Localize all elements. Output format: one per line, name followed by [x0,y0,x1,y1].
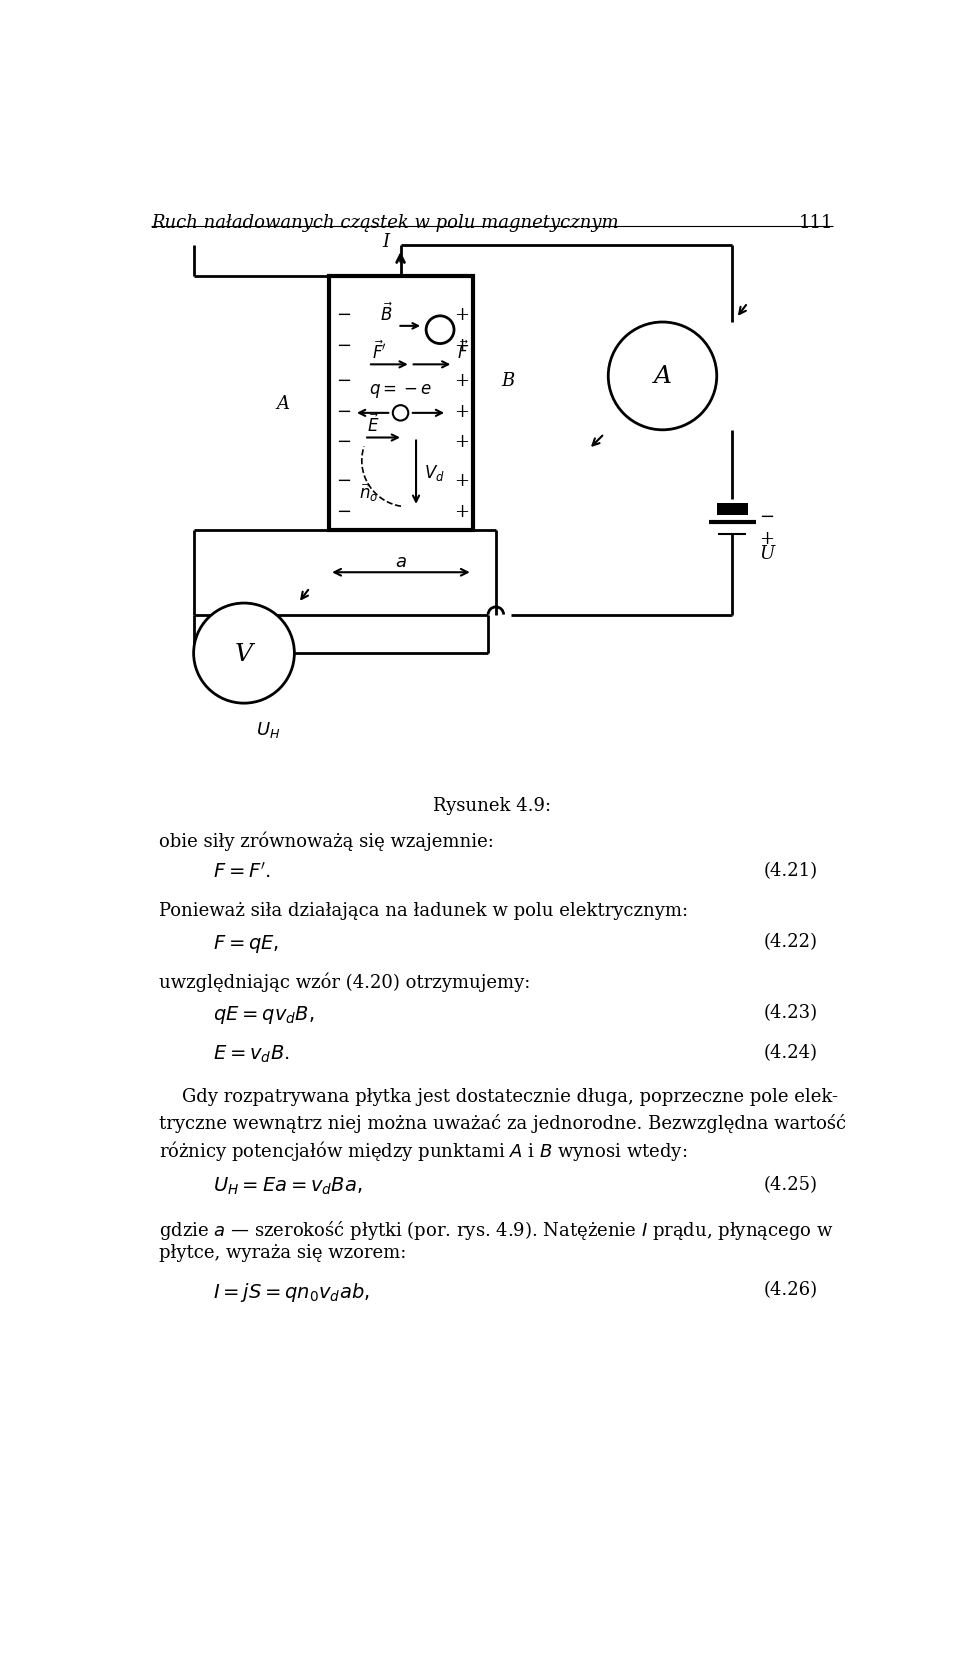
Text: $\vec{F}$: $\vec{F}$ [457,339,468,363]
Text: (4.26): (4.26) [763,1280,818,1298]
Text: $\vec{n}_o$: $\vec{n}_o$ [359,481,378,503]
Text: +: + [454,403,469,421]
Text: −: − [336,471,350,489]
Text: $qE = qv_dB,$: $qE = qv_dB,$ [213,1003,314,1025]
Text: −: − [336,336,350,354]
Text: I: I [383,233,390,251]
Text: (4.21): (4.21) [763,862,818,880]
Text: Gdy rozpatrywana płytka jest dostatecznie długa, poprzeczne pole elek-: Gdy rozpatrywana płytka jest dostateczni… [182,1088,838,1105]
Text: Ruch naładowanych cząstek w polu magnetycznym: Ruch naładowanych cząstek w polu magnety… [151,213,618,231]
Text: A: A [654,364,671,388]
Circle shape [609,323,717,431]
Text: +: + [454,336,469,354]
Text: −: − [759,508,775,526]
Text: obie siły zrównoważą się wzajemnie:: obie siły zrównoważą się wzajemnie: [158,830,493,850]
Text: $\vec{E}$: $\vec{E}$ [367,413,379,436]
Text: −: − [336,403,350,421]
Bar [329,276,472,531]
Text: B: B [501,371,515,389]
Text: Rysunek 4.9:: Rysunek 4.9: [433,795,551,814]
Text: $\vec{B}$: $\vec{B}$ [380,303,394,324]
Bar [717,504,748,516]
Text: (4.24): (4.24) [763,1043,818,1062]
Text: +: + [454,433,469,451]
Circle shape [194,604,295,704]
Circle shape [426,316,454,344]
Text: −: − [336,371,350,389]
Text: $E = v_dB.$: $E = v_dB.$ [213,1043,290,1065]
Text: −: − [336,306,350,324]
Text: −: − [336,503,350,521]
Text: (4.23): (4.23) [763,1003,818,1022]
Text: płytce, wyraża się wzorem:: płytce, wyraża się wzorem: [158,1243,406,1261]
Text: +: + [759,529,775,547]
Text: $q = -e$: $q = -e$ [370,381,432,399]
Text: $F = F'.$: $F = F'.$ [213,862,271,882]
Text: $V_d$: $V_d$ [423,463,444,483]
Text: $F = qE,$: $F = qE,$ [213,932,279,953]
Text: $\vec{F}'$: $\vec{F}'$ [372,339,387,363]
Text: 111: 111 [799,213,833,231]
Text: +: + [454,371,469,389]
Text: Ponieważ siła działająca na ładunek w polu elektrycznym:: Ponieważ siła działająca na ładunek w po… [158,902,688,920]
Text: U: U [759,544,775,562]
Text: A: A [276,394,289,413]
Circle shape [393,406,408,421]
Text: $I = jS = qn_0v_dab,$: $I = jS = qn_0v_dab,$ [213,1280,370,1303]
Text: +: + [454,503,469,521]
Text: +: + [454,471,469,489]
Text: $U_H = Ea = v_dBa,$: $U_H = Ea = v_dBa,$ [213,1175,363,1196]
Text: tryczne wewnątrz niej można uważać za jednorodne. Bezwzględna wartość: tryczne wewnątrz niej można uważać za je… [158,1113,846,1132]
Text: −: − [336,433,350,451]
Text: +: + [454,306,469,324]
Text: (4.25): (4.25) [763,1175,818,1193]
Text: gdzie $a$ — szerokość płytki (por. rys. 4.9). Natężenie $I$ prądu, płynącego w: gdzie $a$ — szerokość płytki (por. rys. … [158,1218,833,1241]
Text: V: V [235,642,253,666]
Text: $U_H$: $U_H$ [255,719,280,739]
Text: (4.22): (4.22) [763,932,818,950]
Text: $a$: $a$ [395,552,406,571]
Text: różnicy potencjałów między punktami $A$ i $B$ wynosi wtedy:: różnicy potencjałów między punktami $A$ … [158,1138,687,1163]
Text: uwzględniając wzór (4.20) otrzymujemy:: uwzględniając wzór (4.20) otrzymujemy: [158,972,530,992]
